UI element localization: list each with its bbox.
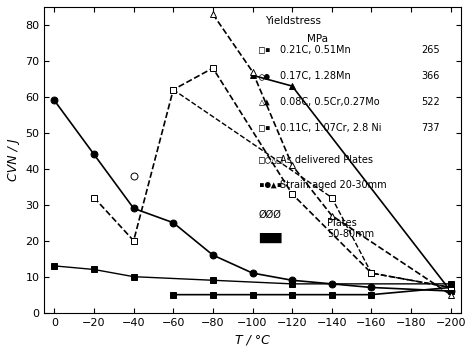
Text: 0.17C, 1.28Mn: 0.17C, 1.28Mn bbox=[280, 71, 350, 81]
Y-axis label: CVN / J: CVN / J bbox=[7, 138, 20, 181]
Text: □○△□: □○△□ bbox=[259, 155, 282, 165]
Text: 737: 737 bbox=[421, 123, 440, 133]
Text: 0.21C, 0.51Mn: 0.21C, 0.51Mn bbox=[280, 45, 350, 55]
Text: 0.08C, 0.5Cr,0.27Mo: 0.08C, 0.5Cr,0.27Mo bbox=[280, 97, 379, 107]
Text: ○●: ○● bbox=[259, 71, 271, 81]
Text: □▪: □▪ bbox=[259, 123, 271, 133]
Text: ███: ███ bbox=[259, 233, 281, 243]
Text: 265: 265 bbox=[421, 45, 440, 55]
Text: 0.11C, 1.07Cr, 2.8 Ni: 0.11C, 1.07Cr, 2.8 Ni bbox=[280, 123, 381, 133]
Text: ▪●▲▪: ▪●▲▪ bbox=[259, 180, 282, 190]
Text: 522: 522 bbox=[421, 97, 440, 107]
X-axis label: T / °C: T / °C bbox=[235, 333, 270, 346]
Text: Plates
50-80mm: Plates 50-80mm bbox=[328, 218, 374, 239]
Text: MPa: MPa bbox=[307, 35, 328, 44]
Text: △▲: △▲ bbox=[259, 97, 271, 107]
Text: □▪: □▪ bbox=[259, 45, 271, 55]
Text: Yieldstress: Yieldstress bbox=[265, 16, 321, 26]
Text: As delivered Plates: As delivered Plates bbox=[280, 155, 373, 165]
Text: ØØØ: ØØØ bbox=[259, 210, 282, 220]
Text: 366: 366 bbox=[421, 71, 439, 81]
Text: Strain aged 20-30mm: Strain aged 20-30mm bbox=[280, 180, 386, 190]
